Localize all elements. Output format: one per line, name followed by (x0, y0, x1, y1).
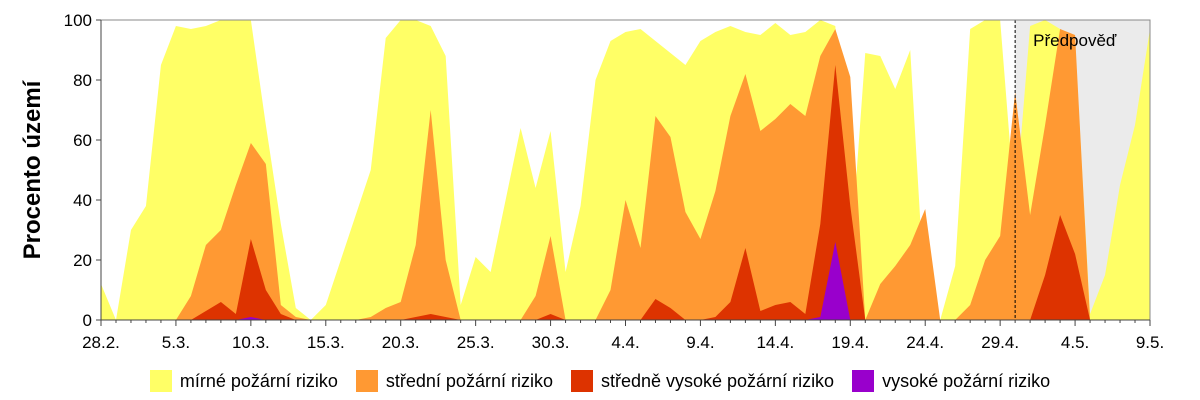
series-area-3 (101, 65, 1150, 320)
y-axis-label: Procento území (19, 79, 46, 259)
x-tick-label: 9.5. (1136, 333, 1164, 352)
legend-swatch (570, 370, 593, 392)
y-tick-labels: 0 20 40 60 80 100 (64, 11, 92, 330)
x-tick-label: 4.4. (611, 333, 639, 352)
legend-label: střední požární riziko (385, 370, 553, 391)
x-tick-label: 19.4. (831, 333, 869, 352)
x-tick-label: 15.3. (307, 333, 345, 352)
x-tick-label: 9.4. (686, 333, 714, 352)
series-areas (101, 20, 1150, 320)
legend: mírné požární riziko střední požární rizi… (0, 366, 1200, 396)
y-tick-label: 100 (64, 11, 92, 30)
legend-item: střední požární riziko (355, 370, 553, 392)
x-tick-label: 24.4. (906, 333, 944, 352)
axes (96, 19, 1151, 326)
legend-label: vysoké požární riziko (882, 370, 1051, 391)
x-tick-label: 30.3. (532, 333, 570, 352)
x-tick-label: 29.4. (981, 333, 1019, 352)
legend-item: mírné požární riziko (149, 370, 338, 392)
y-tick-label: 0 (83, 311, 92, 330)
x-tick-label: 20.3. (382, 333, 420, 352)
x-tick-label: 5.3. (162, 333, 190, 352)
x-tick-label: 14.4. (756, 333, 794, 352)
series-area-1 (101, 20, 1150, 320)
x-tick-label: 25.3. (457, 333, 495, 352)
legend-item: vysoké požární riziko (852, 370, 1050, 392)
legend-label: mírné požární riziko (179, 370, 338, 391)
forecast-label: Předpověď (1033, 31, 1117, 50)
x-tick-label: 28.2. (82, 333, 120, 352)
y-tick-label: 20 (73, 251, 92, 270)
y-tick-label: 80 (73, 71, 92, 90)
legend-label: středně vysoké požární riziko (600, 370, 835, 391)
legend-swatch (355, 370, 378, 392)
legend-swatch (852, 370, 875, 392)
x-tick-label: 4.5. (1061, 333, 1089, 352)
x-tick-label: 10.3. (232, 333, 270, 352)
legend-item: středně vysoké požární riziko (570, 370, 835, 392)
legend-swatch (149, 370, 172, 392)
y-tick-label: 40 (73, 191, 92, 210)
y-tick-label: 60 (73, 131, 92, 150)
x-tick-labels: 28.2. 5.3. 10.3. 15.3. 20.3. 25.3. 30.3. 4.4. 9.… (82, 333, 1164, 352)
